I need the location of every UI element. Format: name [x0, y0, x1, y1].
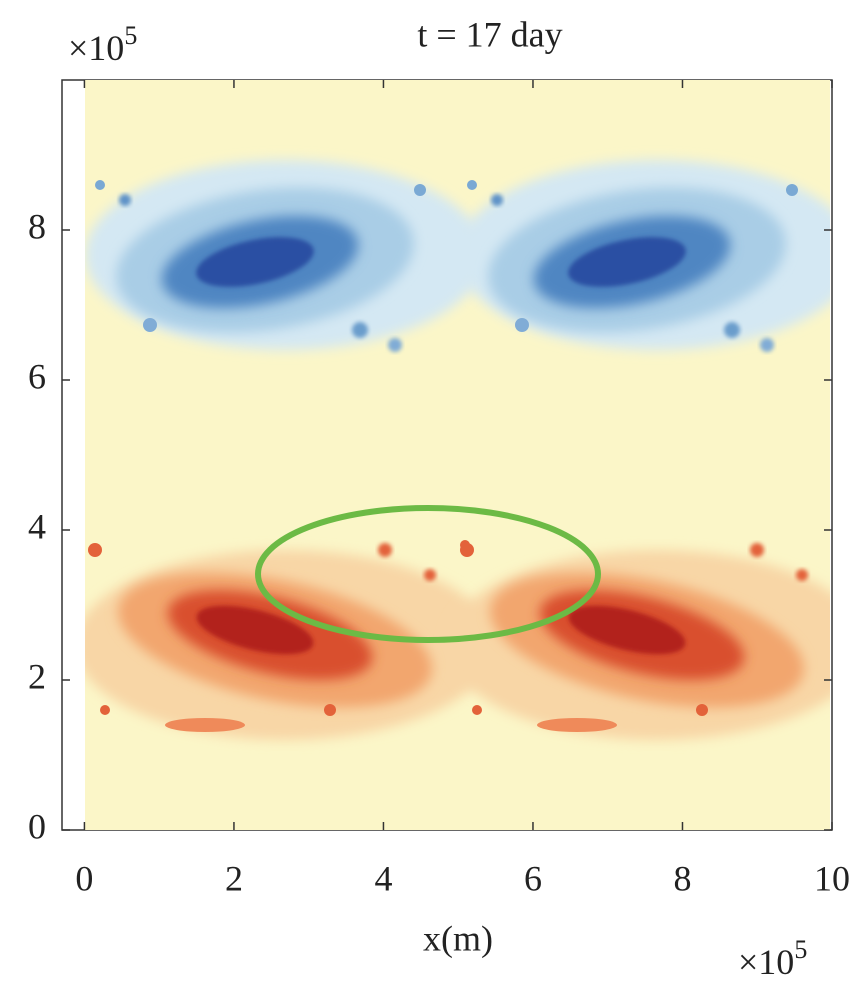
x-multiplier: ×105 [738, 935, 807, 982]
y-tick-label: 2 [28, 656, 46, 696]
highlight-ellipse [255, 505, 601, 643]
x-tick-label: 8 [673, 858, 691, 898]
x-tick-label: 4 [374, 858, 392, 898]
y-multiplier: ×105 [68, 21, 137, 68]
x-tick-label: 0 [75, 858, 93, 898]
heatmap-field [85, 80, 830, 830]
x-tick-label: 2 [225, 858, 243, 898]
x-axis-label: x(m) [423, 918, 493, 958]
chart-title: t = 17 day [417, 14, 562, 54]
y-tick-label: 0 [28, 806, 46, 846]
y-tick-label: 8 [28, 206, 46, 246]
x-tick-label: 10 [814, 858, 850, 898]
x-tick-label: 6 [524, 858, 542, 898]
y-tick-label: 4 [28, 506, 46, 546]
y-tick-label: 6 [28, 356, 46, 396]
